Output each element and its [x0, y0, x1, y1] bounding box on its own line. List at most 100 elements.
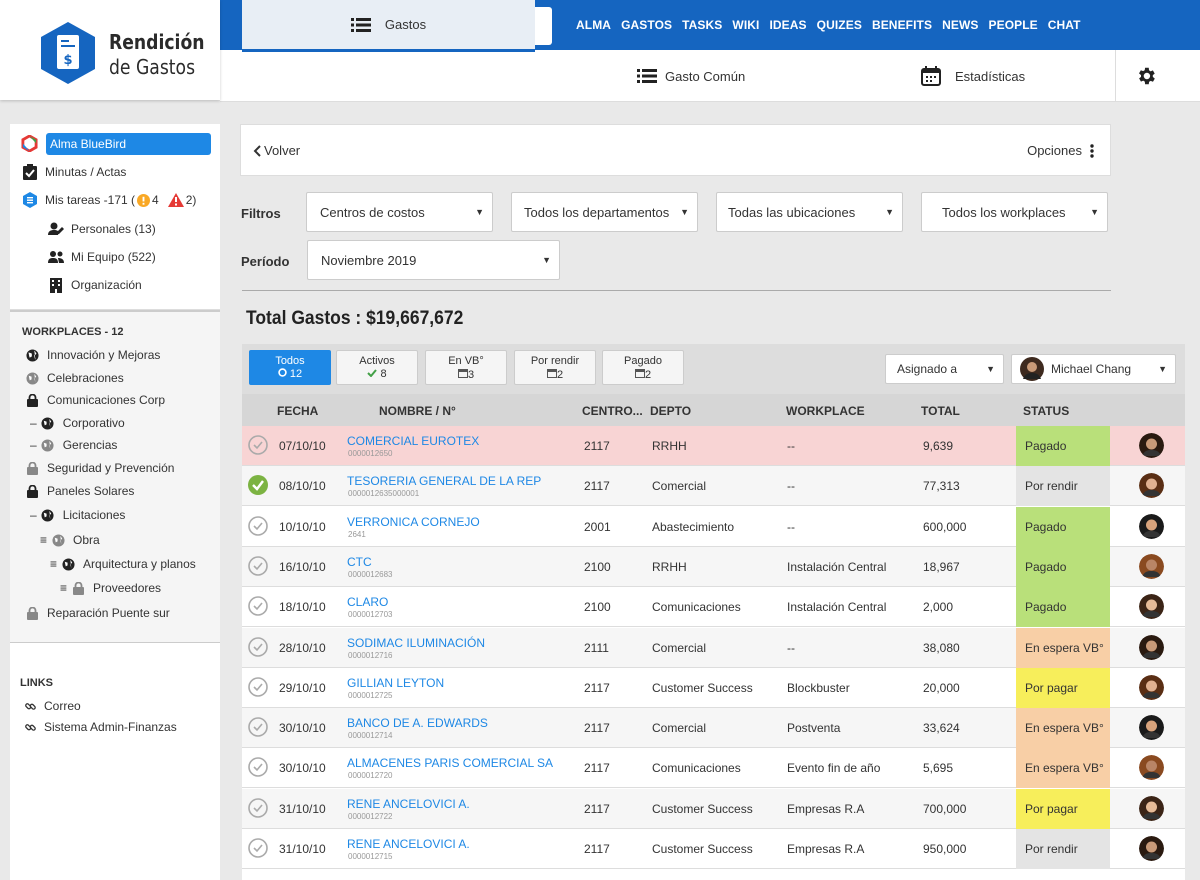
settings-button[interactable]: [1115, 50, 1175, 102]
check-circle-icon[interactable]: [248, 838, 268, 858]
deptos-select[interactable]: Todos los departamentos ▼: [511, 192, 698, 232]
avatar[interactable]: [1139, 473, 1164, 499]
table-row[interactable]: 30/10/10 ALMACENES PARIS COMERCIAL SA 0000…: [242, 748, 1185, 789]
avatar[interactable]: [1139, 795, 1164, 821]
workplace-item[interactable]: ≡ Proveedores: [60, 581, 162, 595]
check-circle-icon[interactable]: [248, 636, 268, 657]
cell-nombre-link[interactable]: CLARO: [347, 595, 389, 610]
centros-select[interactable]: Centros de costos ▼: [306, 192, 493, 232]
table-row[interactable]: 18/10/10 CLARO 0000012703 2100 Comunicacione…: [242, 587, 1185, 628]
tab-gasto-comun[interactable]: Gasto Común: [637, 50, 745, 102]
table-row[interactable]: 29/10/10 GILLIAN LEYTON 0000012725 2117 Cust…: [242, 667, 1185, 708]
cell-nombre-link[interactable]: COMERCIAL EUROTEX: [347, 434, 480, 448]
nav-quizes[interactable]: QUIZES: [816, 18, 862, 32]
table-row[interactable]: 30/10/10 BANCO DE A. EDWARDS 0000012714 211…: [242, 708, 1185, 749]
table-row[interactable]: 16/10/10 CTC 0000012683 2100 RRHH Instalación…: [242, 546, 1185, 587]
options-button[interactable]: Opciones: [1027, 143, 1094, 158]
workplace-item[interactable]: Paneles Solares: [24, 483, 134, 499]
avatar[interactable]: [1139, 513, 1164, 539]
nav-news[interactable]: NEWS: [942, 18, 979, 32]
avatar[interactable]: [1139, 674, 1164, 700]
link-correo[interactable]: Correo: [24, 698, 81, 714]
table-row[interactable]: 08/10/10 TESORERIA GENERAL DE LA REP 00000…: [242, 466, 1185, 507]
col-workplace[interactable]: WORKPLACE: [786, 404, 865, 418]
nav-alma[interactable]: ALMA: [576, 18, 612, 32]
cell-nombre-link[interactable]: CTC: [347, 554, 372, 569]
sidebar-item-organizacion[interactable]: Organización: [48, 277, 142, 293]
workplace-item[interactable]: ≡ Obra: [40, 533, 100, 547]
cell-nombre-link[interactable]: TESORERIA GENERAL DE LA REP: [347, 474, 542, 489]
avatar[interactable]: [1139, 594, 1164, 620]
nav-benefits[interactable]: BENEFITS: [871, 18, 933, 32]
link-sistema[interactable]: Sistema Admin-Finanzas: [24, 719, 177, 735]
check-circle-icon[interactable]: [248, 435, 268, 455]
filter-pill-envb[interactable]: En VB° 3: [425, 350, 507, 385]
workplaces-select[interactable]: Todos los workplaces ▼: [921, 192, 1108, 232]
workplace-item[interactable]: – Corporativo: [30, 416, 125, 430]
cell-nombre-link[interactable]: RENE ANCELOVICI A.: [347, 837, 470, 851]
sidebar-item-personales[interactable]: Personales (13): [48, 221, 156, 237]
table-row[interactable]: 31/10/10 RENE ANCELOVICI A. 0000012715 2117…: [242, 829, 1185, 869]
nav-tasks[interactable]: TASKS: [682, 18, 723, 32]
workplace-item[interactable]: ≡ Arquitectura y planos: [50, 557, 196, 571]
avatar[interactable]: [1139, 553, 1164, 579]
nav-chat[interactable]: CHAT: [1047, 18, 1081, 32]
back-button[interactable]: Volver: [253, 143, 300, 158]
workplace-item[interactable]: Seguridad y Prevención: [24, 460, 174, 476]
check-circle-icon[interactable]: [248, 676, 268, 697]
assigned-select[interactable]: Asignado a ▼: [885, 354, 1004, 384]
periodo-select[interactable]: Noviembre 2019 ▼: [307, 240, 560, 280]
cell-nombre-link[interactable]: ALMACENES PARIS COMERCIAL SA: [347, 756, 554, 771]
filter-pill-porrendir[interactable]: Por rendir 2: [514, 350, 596, 385]
col-centro[interactable]: CENTRO...: [582, 404, 643, 418]
cell-nombre-link[interactable]: RENE ANCELOVICI A.: [347, 796, 470, 811]
table-row[interactable]: 28/10/10 SODIMAC ILUMINACIÓN 0000012716 211…: [242, 627, 1185, 668]
filter-pill-activos[interactable]: Activos 8: [336, 350, 418, 385]
avatar[interactable]: [1139, 715, 1164, 741]
assigned-user-select[interactable]: Michael Chang ▼: [1011, 354, 1176, 384]
sidebar-item-user[interactable]: Alma BlueBird: [46, 133, 211, 155]
check-circle-icon[interactable]: [248, 556, 268, 576]
nav-gastos[interactable]: GASTOS: [621, 18, 673, 32]
avatar[interactable]: [1139, 634, 1164, 660]
col-status[interactable]: STATUS: [1023, 404, 1070, 418]
avatar[interactable]: [1139, 836, 1164, 861]
sidebar-item-tareas[interactable]: Mis tareas -171 ( 4 2): [22, 192, 196, 208]
workplace-item[interactable]: Reparación Puente sur: [24, 605, 170, 621]
workplace-item[interactable]: – Gerencias: [30, 438, 118, 452]
nav-ideas[interactable]: IDEAS: [769, 18, 807, 32]
cell-nombre-link[interactable]: VERRONICA CORNEJO: [347, 514, 480, 529]
avatar[interactable]: [1139, 755, 1164, 781]
check-circle-icon[interactable]: [248, 797, 268, 818]
workplace-item[interactable]: Comunicaciones Corp: [24, 392, 165, 408]
sidebar-item-equipo[interactable]: Mi Equipo (522): [48, 249, 156, 265]
ubicaciones-select[interactable]: Todas las ubicaciones ▼: [716, 192, 903, 232]
col-fecha[interactable]: FECHA: [277, 404, 319, 418]
cell-nombre-link[interactable]: BANCO DE A. EDWARDS: [347, 716, 488, 731]
filter-pill-pagado[interactable]: Pagado 2: [602, 350, 684, 385]
nav-people[interactable]: PEOPLE: [988, 18, 1038, 32]
brand-logo[interactable]: $ Rendición de Gastos: [0, 0, 220, 100]
nav-wiki[interactable]: WIKI: [732, 18, 760, 32]
filter-pill-todos[interactable]: Todos 12: [249, 350, 331, 385]
workplace-item[interactable]: Innovación y Mejoras: [24, 347, 160, 363]
avatar[interactable]: [1139, 433, 1164, 458]
table-row[interactable]: 31/10/10 RENE ANCELOVICI A. 0000012722 2117…: [242, 788, 1185, 829]
check-circle-filled-icon[interactable]: [248, 475, 268, 496]
cell-nombre-link[interactable]: GILLIAN LEYTON: [347, 675, 445, 690]
sidebar-item-minutas[interactable]: Minutas / Actas: [22, 164, 126, 180]
check-circle-icon[interactable]: [248, 717, 268, 737]
cell-nombre-link[interactable]: SODIMAC ILUMINACIÓN: [347, 635, 486, 650]
check-circle-icon[interactable]: [248, 757, 268, 778]
tab-gastos[interactable]: Gastos: [242, 0, 535, 52]
tab-estadisticas[interactable]: Estadísticas: [921, 50, 1025, 102]
check-circle-icon[interactable]: [248, 596, 268, 616]
table-row[interactable]: 07/10/10 COMERCIAL EUROTEX 0000012650 2117 R…: [242, 426, 1185, 466]
col-depto[interactable]: DEPTO: [650, 404, 692, 418]
col-nombre[interactable]: NOMBRE / N°: [379, 404, 456, 418]
workplace-item[interactable]: – Licitaciones: [30, 508, 126, 522]
workplace-item[interactable]: Celebraciones: [24, 370, 124, 386]
col-total[interactable]: TOTAL: [921, 404, 960, 418]
table-row[interactable]: 10/10/10 VERRONICA CORNEJO 2641 2001 Abastec…: [242, 506, 1185, 547]
check-circle-icon[interactable]: [248, 515, 268, 536]
